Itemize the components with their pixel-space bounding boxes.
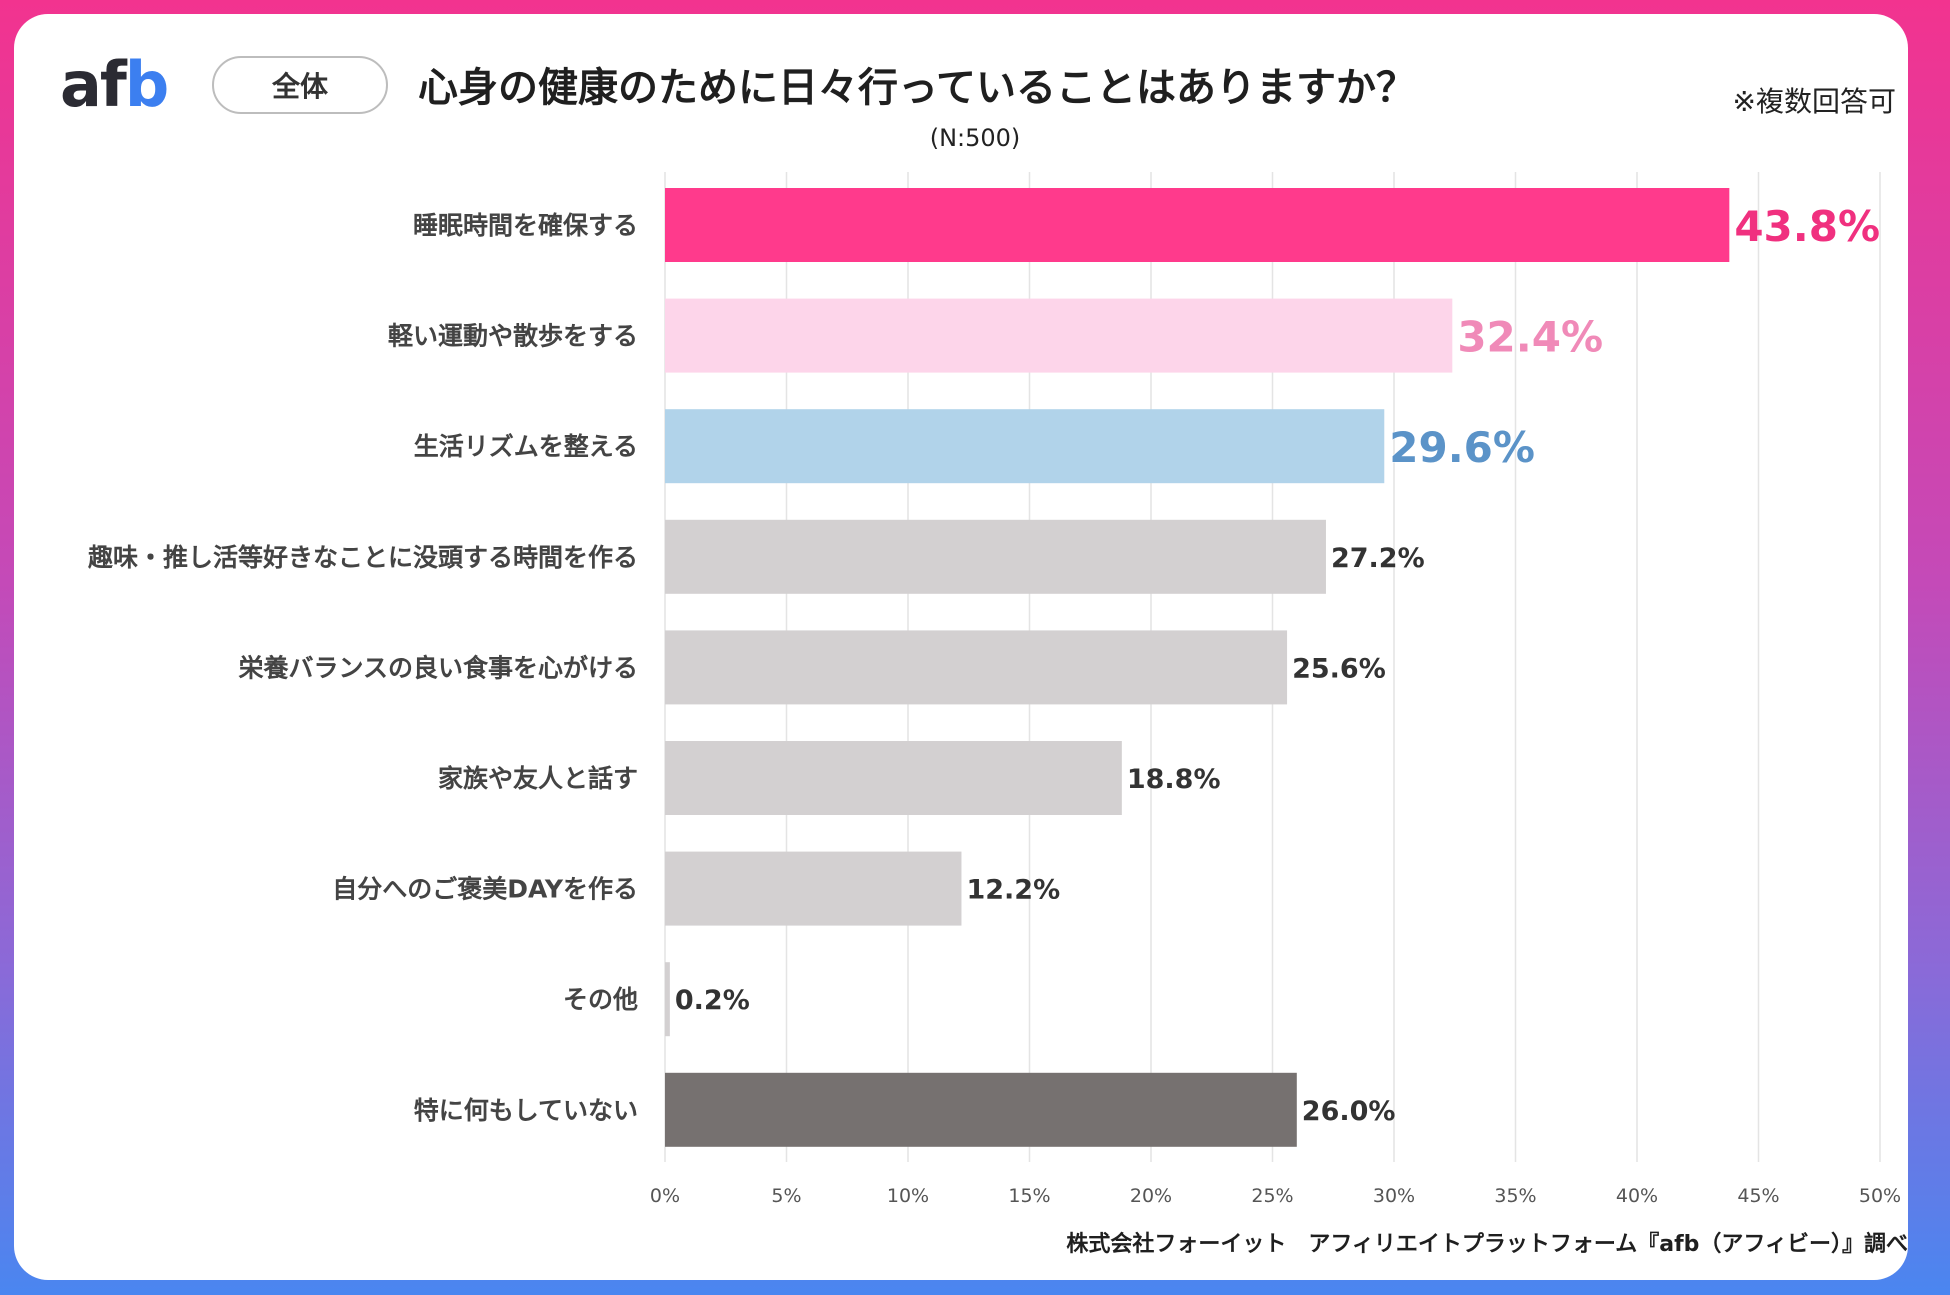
category-label: 特に何もしていない bbox=[414, 1096, 638, 1125]
x-tick-label: 10% bbox=[887, 1185, 929, 1207]
logo-text-b: b bbox=[124, 47, 169, 121]
x-tick-label: 20% bbox=[1130, 1185, 1172, 1207]
bar bbox=[665, 630, 1288, 705]
sample-size: (N:500) bbox=[929, 124, 1021, 152]
x-tick-label: 5% bbox=[771, 1185, 801, 1207]
x-tick-label: 40% bbox=[1616, 1185, 1658, 1207]
bar bbox=[665, 298, 1453, 373]
category-label: その他 bbox=[563, 985, 638, 1014]
x-tick-label: 25% bbox=[1251, 1185, 1293, 1207]
bar bbox=[665, 409, 1385, 484]
x-tick-label: 50% bbox=[1859, 1185, 1901, 1207]
category-label: 睡眠時間を確保する bbox=[413, 211, 638, 240]
value-label: 12.2% bbox=[966, 875, 1060, 906]
x-tick-label: 30% bbox=[1373, 1185, 1415, 1207]
value-label: 43.8% bbox=[1734, 202, 1880, 251]
value-label: 0.2% bbox=[675, 985, 750, 1016]
category-label: 軽い運動や散歩をする bbox=[388, 322, 638, 351]
value-label: 18.8% bbox=[1127, 764, 1221, 795]
multiple-answer-note: ※複数回答可 bbox=[1732, 85, 1896, 118]
bar bbox=[665, 741, 1122, 815]
scope-badge: 全体 bbox=[212, 56, 388, 114]
source-credit: 株式会社フォーイット アフィリエイトプラットフォーム『afb（アフィビー）』調べ bbox=[1066, 1232, 1908, 1257]
value-label: 29.6% bbox=[1389, 423, 1535, 472]
chart-title: 心身の健康のために日々行っていることはありますか？ bbox=[418, 65, 1416, 111]
category-label: 栄養バランスの良い食事を心がける bbox=[237, 653, 638, 682]
afb-logo: af b bbox=[60, 44, 169, 124]
bar bbox=[665, 851, 962, 926]
bar bbox=[665, 188, 1730, 262]
logo-text-af: af bbox=[60, 47, 127, 121]
x-tick-label: 15% bbox=[1008, 1185, 1050, 1207]
x-tick-label: 45% bbox=[1737, 1185, 1779, 1207]
bar bbox=[665, 1072, 1297, 1147]
value-label: 26.0% bbox=[1302, 1096, 1396, 1127]
category-label: 趣味・推し活等好きなことに没頭する時間を作る bbox=[87, 543, 638, 572]
bar bbox=[665, 519, 1326, 594]
value-label: 25.6% bbox=[1292, 653, 1386, 684]
x-tick-label: 35% bbox=[1494, 1185, 1536, 1207]
value-label: 32.4% bbox=[1457, 313, 1603, 362]
bar bbox=[665, 962, 670, 1037]
category-label: 生活リズムを整える bbox=[414, 432, 638, 461]
category-label: 自分へのご褒美DAYを作る bbox=[332, 875, 638, 904]
x-tick-label: 0% bbox=[650, 1185, 680, 1207]
value-label: 27.2% bbox=[1331, 543, 1425, 574]
category-label: 家族や友人と話す bbox=[438, 764, 638, 793]
